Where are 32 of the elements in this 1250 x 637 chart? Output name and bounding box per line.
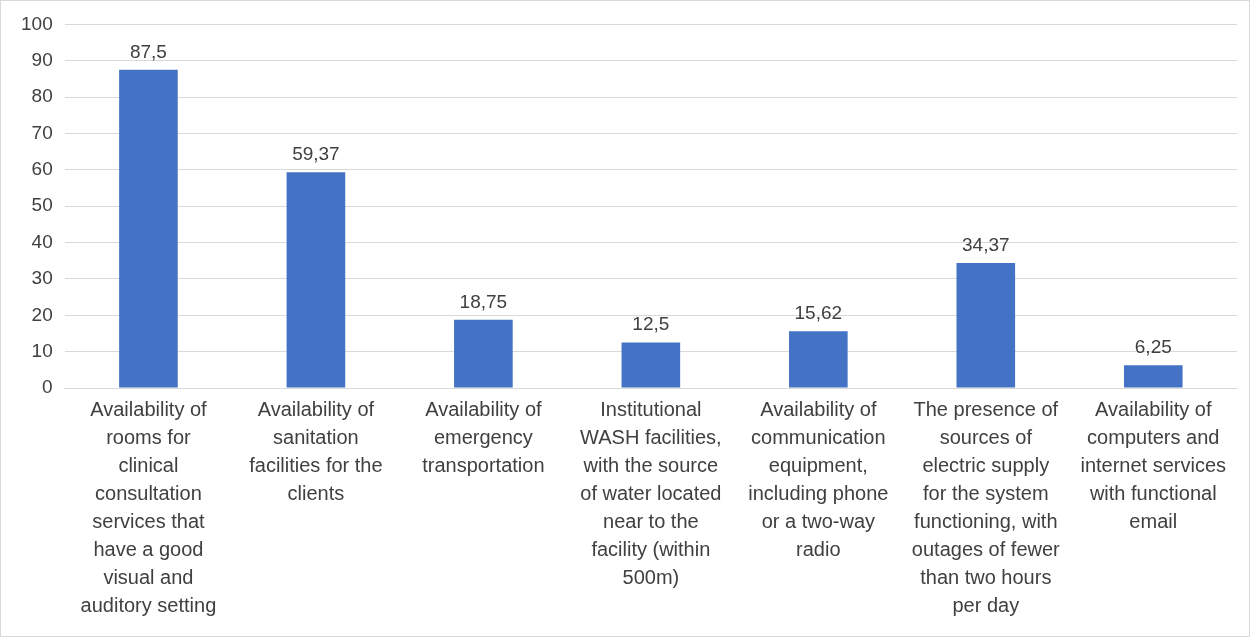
data-label: 34,37 xyxy=(962,233,1010,255)
y-tick-label: 90 xyxy=(31,48,53,70)
data-label: 59,37 xyxy=(292,142,340,164)
data-label: 15,62 xyxy=(794,301,843,323)
data-label: 87,5 xyxy=(129,40,167,62)
x-tick-label: Availability of computers and internet services with functional email xyxy=(1080,397,1227,532)
bar xyxy=(789,331,848,388)
y-tick-label: 100 xyxy=(21,12,53,34)
x-tick-label: Availability of rooms for clinical consultation services that have a good visual and auditory setting xyxy=(80,397,217,616)
x-tick-label: Institutional WASH facilities, with the source of water located near to the facility (within 500m) xyxy=(580,397,722,588)
x-tick-label: Availability of communication equipment, including phone or a two-way radio xyxy=(748,397,889,560)
data-label: 12,5 xyxy=(632,313,670,335)
bar xyxy=(454,319,513,388)
bar xyxy=(1123,365,1183,388)
bar xyxy=(286,172,346,388)
x-tick-label: The presence of sources of electric supply for the system functioning, with outages of fewer than two hours per day xyxy=(911,397,1061,616)
y-tick-label: 0 xyxy=(42,376,53,398)
bar xyxy=(119,69,178,388)
x-tick-label: Availability of sanitation facilities for the clients xyxy=(249,397,383,504)
bar xyxy=(956,263,1016,388)
y-tick-label: 30 xyxy=(31,267,53,289)
x-tick-label: Availability of emergency transportation xyxy=(422,397,545,476)
y-tick-label: 80 xyxy=(31,85,53,107)
data-label: 6,25 xyxy=(1134,336,1172,358)
y-tick-label: 60 xyxy=(31,158,53,180)
bar xyxy=(621,342,681,388)
data-label: 18,75 xyxy=(459,290,508,312)
y-tick-label: 50 xyxy=(31,194,53,216)
y-tick-label: 10 xyxy=(31,339,53,361)
y-tick-label: 70 xyxy=(31,121,53,143)
y-tick-label: 40 xyxy=(31,230,53,252)
y-tick-label: 20 xyxy=(31,303,53,325)
